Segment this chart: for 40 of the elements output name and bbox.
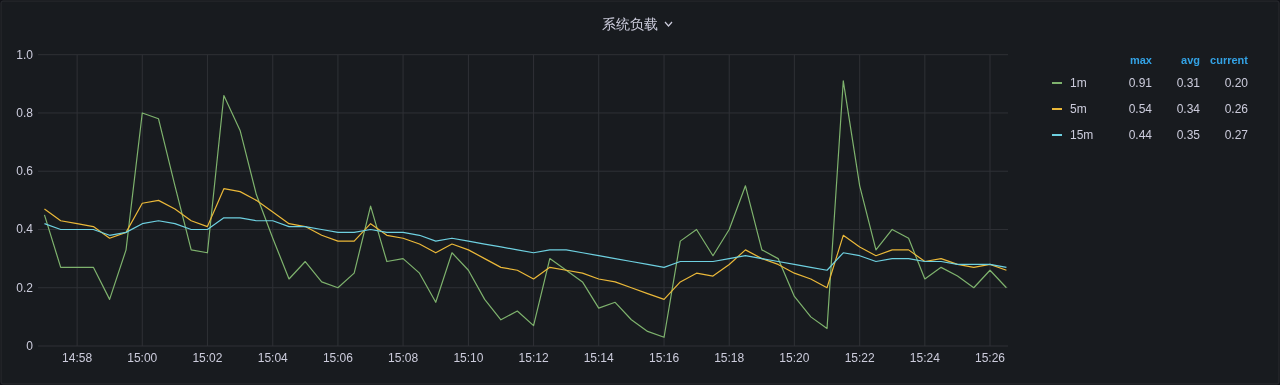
- chart-title: 系统负载: [602, 16, 658, 32]
- text: 0.34: [1176, 102, 1201, 116]
- x-tick-label: 14:58: [62, 351, 93, 365]
- x-tick-label: 15:12: [518, 351, 549, 365]
- text: 0.26: [1224, 102, 1249, 116]
- legend-label: 5m: [1070, 102, 1087, 116]
- x-tick-label: 15:16: [649, 351, 680, 365]
- legend-label: 1m: [1070, 76, 1087, 90]
- x-tick-label: 15:20: [779, 351, 810, 365]
- x-tick-label: 15:18: [714, 351, 745, 365]
- y-tick-label: 0.6: [16, 164, 34, 179]
- y-tick-label: 0.2: [16, 280, 34, 295]
- x-tick-label: 15:06: [322, 351, 354, 365]
- text: 0.35: [1176, 128, 1201, 142]
- text: avg: [1181, 54, 1200, 66]
- x-tick-label: 15:00: [127, 351, 158, 365]
- x-tick-label: 15:26: [974, 351, 1006, 365]
- text: current: [1210, 54, 1249, 66]
- line-series: [43, 188, 1008, 300]
- line-series: [43, 217, 1008, 271]
- x-tick-label: 15:10: [453, 351, 484, 365]
- y-tick-label: 1.0: [16, 47, 34, 62]
- y-tick-label: 0: [26, 339, 34, 353]
- text: 0.44: [1128, 128, 1153, 142]
- text: max: [1129, 54, 1153, 66]
- legend-label: 15m: [1070, 128, 1094, 142]
- x-tick-label: 15:14: [583, 351, 615, 365]
- x-tick-label: 15:08: [388, 351, 419, 365]
- text: 0.27: [1224, 128, 1249, 142]
- text: 0.20: [1224, 76, 1249, 90]
- x-tick-label: 15:24: [909, 351, 941, 365]
- y-tick-label: 0.8: [16, 105, 34, 120]
- y-tick-label: 0.4: [16, 222, 34, 237]
- text: 0.31: [1176, 76, 1201, 90]
- text: 0.54: [1128, 102, 1153, 116]
- x-tick-label: 15:02: [192, 351, 223, 365]
- text: 0.91: [1128, 76, 1153, 90]
- line-series: [43, 80, 1008, 338]
- x-tick-label: 15:22: [844, 351, 876, 365]
- x-tick-label: 15:04: [257, 351, 289, 365]
